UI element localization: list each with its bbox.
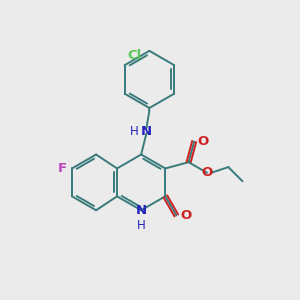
Text: H: H (130, 125, 139, 138)
Text: Cl: Cl (128, 49, 142, 62)
Text: H: H (137, 218, 146, 232)
Text: O: O (198, 135, 209, 148)
Text: N: N (136, 204, 147, 217)
Text: F: F (58, 162, 67, 175)
Text: O: O (180, 209, 191, 222)
Text: N: N (141, 125, 152, 138)
Text: O: O (201, 166, 213, 179)
